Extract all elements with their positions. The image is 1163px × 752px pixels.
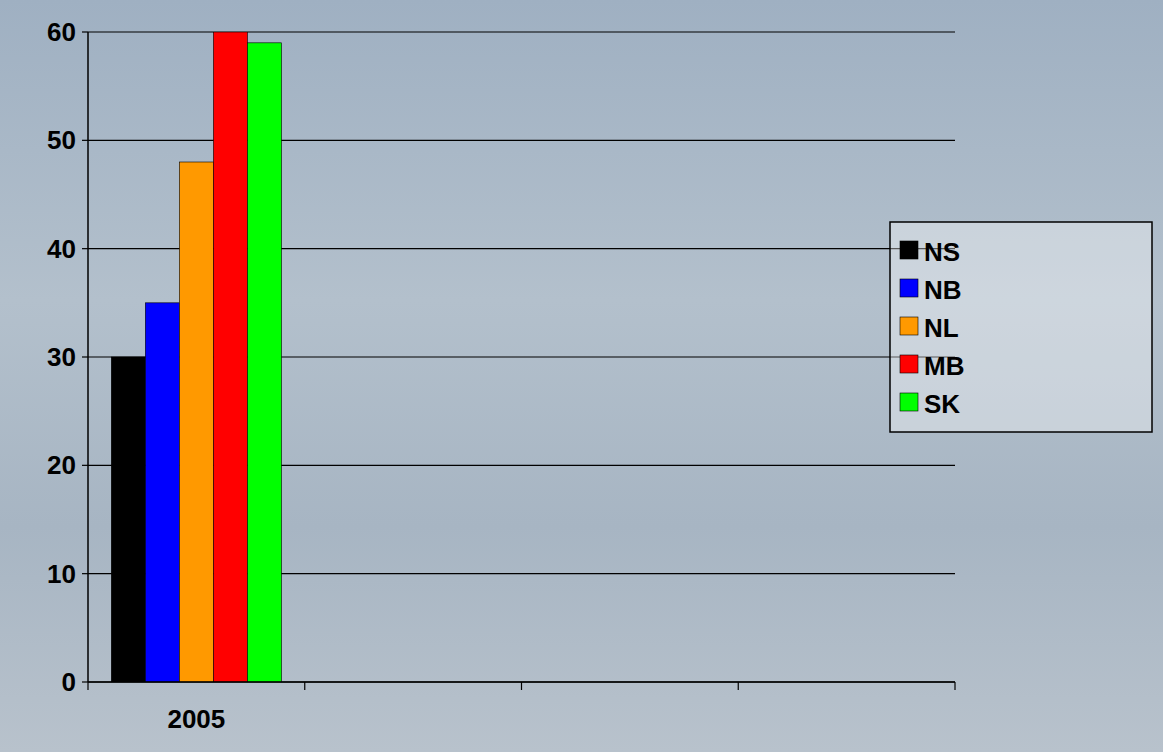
legend-swatch <box>900 355 918 373</box>
bar <box>179 162 213 682</box>
legend-label: MB <box>924 351 964 381</box>
x-tick <box>87 682 88 690</box>
y-tick <box>82 356 88 357</box>
y-tick <box>82 248 88 249</box>
x-tick <box>304 682 305 690</box>
bar <box>213 32 247 682</box>
x-tick-label: 2005 <box>167 704 225 734</box>
legend-swatch <box>900 317 918 335</box>
y-tick <box>82 31 88 32</box>
y-tick <box>82 681 88 682</box>
bar <box>111 357 145 682</box>
legend-label: SK <box>924 389 960 419</box>
y-tick <box>82 465 88 466</box>
bar <box>247 43 281 682</box>
y-tick-label: 50 <box>47 125 76 155</box>
legend-box <box>890 222 1152 432</box>
legend: NS NB NL MB SK <box>890 222 1152 432</box>
legend-swatch <box>900 241 918 259</box>
y-tick-label: 20 <box>47 450 76 480</box>
legend-label: NB <box>924 275 962 305</box>
x-tick <box>738 682 739 690</box>
y-axis <box>87 32 89 682</box>
y-tick-label: 0 <box>62 667 76 697</box>
x-tick <box>954 682 955 690</box>
bars <box>111 32 281 682</box>
y-tick-label: 40 <box>47 234 76 264</box>
legend-swatch <box>900 279 918 297</box>
y-tick-label: 10 <box>47 559 76 589</box>
grid <box>88 32 955 682</box>
legend-swatch <box>900 393 918 411</box>
chart: 0 10 20 30 40 50 60 2005 NS NB NL MB SK <box>0 0 1163 752</box>
y-tick <box>82 573 88 574</box>
legend-label: NL <box>924 313 959 343</box>
legend-label: NS <box>924 237 960 267</box>
x-tick <box>521 682 522 690</box>
bar <box>145 303 179 682</box>
y-tick <box>82 140 88 141</box>
y-tick-label: 30 <box>47 342 76 372</box>
y-tick-label: 60 <box>47 17 76 47</box>
